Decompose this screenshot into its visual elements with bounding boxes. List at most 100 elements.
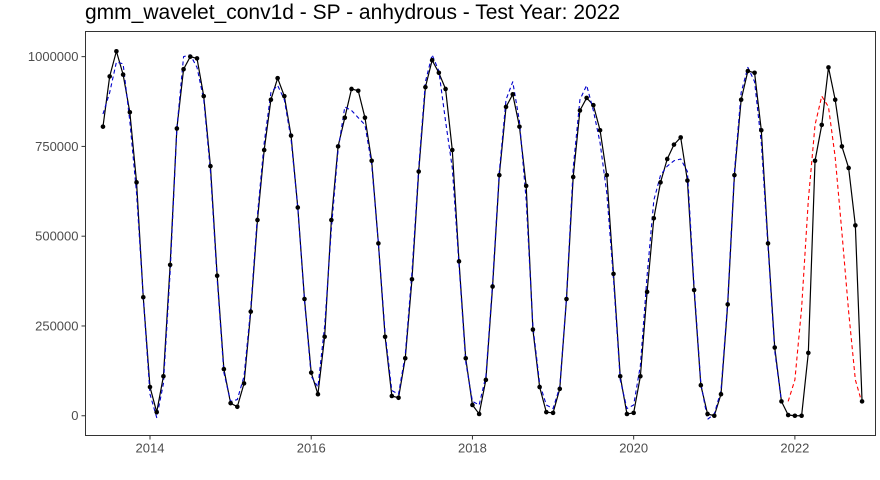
y-tick-label: 500000	[35, 229, 78, 244]
data-point	[355, 88, 361, 94]
data-point	[812, 158, 818, 164]
data-point	[134, 180, 139, 185]
data-point	[335, 144, 341, 149]
data-point	[235, 404, 240, 410]
data-point	[490, 284, 495, 289]
data-point	[564, 296, 569, 302]
data-point	[187, 54, 193, 59]
data-point	[832, 97, 838, 103]
data-point	[537, 384, 542, 390]
data-point	[510, 92, 516, 97]
data-point	[597, 127, 603, 133]
data-point	[255, 217, 260, 223]
data-point	[382, 334, 388, 340]
data-point	[389, 393, 395, 399]
data-point	[785, 412, 791, 418]
x-tick-label: 2018	[458, 441, 487, 456]
x-tick-label: 2014	[136, 441, 165, 456]
data-point	[577, 108, 583, 113]
data-point	[402, 355, 408, 361]
data-point	[745, 68, 751, 74]
data-point	[691, 287, 697, 293]
data-point	[329, 217, 334, 223]
data-point	[208, 163, 213, 169]
data-point	[685, 178, 690, 183]
data-point	[806, 350, 811, 356]
data-point	[476, 411, 482, 417]
data-point	[268, 97, 274, 103]
data-point	[503, 104, 509, 110]
data-point	[765, 241, 771, 246]
data-point	[664, 156, 670, 162]
data-point	[140, 294, 146, 300]
data-point	[147, 384, 153, 390]
data-point	[624, 411, 630, 417]
data-point	[651, 215, 657, 221]
data-point	[758, 127, 764, 133]
data-point	[839, 144, 845, 149]
series-lines	[102, 50, 863, 420]
data-point	[604, 172, 610, 178]
plot-panel	[85, 31, 876, 436]
x-tick-label: 2022	[780, 441, 809, 456]
data-point	[423, 84, 428, 90]
data-point	[497, 172, 502, 178]
data-point	[396, 395, 401, 401]
data-point	[362, 115, 368, 120]
data-point	[752, 70, 757, 76]
data-point	[584, 95, 589, 101]
y-tick-label: 1000000	[28, 49, 79, 64]
data-point	[779, 399, 784, 404]
data-point	[449, 147, 455, 153]
data-point	[416, 169, 421, 174]
data-point	[792, 413, 798, 419]
data-point	[228, 400, 233, 406]
data-point	[261, 147, 267, 153]
data-point	[698, 382, 704, 388]
data-point	[100, 124, 106, 129]
data-point	[678, 135, 683, 140]
data-point	[349, 86, 354, 92]
data-point	[711, 413, 717, 419]
data-point	[846, 165, 851, 171]
data-point	[282, 93, 287, 99]
data-point	[638, 373, 643, 379]
data-point	[718, 391, 724, 397]
data-point	[107, 74, 112, 79]
data-point	[409, 276, 415, 282]
data-point	[611, 271, 616, 277]
data-point	[530, 327, 536, 332]
data-point	[732, 172, 737, 178]
data-point	[315, 391, 321, 397]
y-tick-label: 250000	[35, 318, 78, 333]
data-point	[302, 296, 307, 302]
data-point	[591, 102, 596, 108]
data-point	[517, 124, 522, 129]
data-point	[658, 180, 663, 185]
data-point	[725, 302, 731, 307]
data-point	[194, 56, 200, 61]
data-point	[221, 366, 227, 372]
data-point	[154, 409, 160, 415]
data-point	[443, 86, 448, 92]
data-point	[248, 309, 254, 314]
axes: 0 250000 500000 750000 1000000 2014 2016 2018 20…	[28, 49, 809, 455]
data-point	[470, 402, 475, 408]
data-point	[429, 57, 435, 63]
y-tick-label: 750000	[35, 139, 78, 154]
data-point	[671, 142, 677, 147]
data-point	[214, 273, 220, 278]
data-point	[826, 65, 831, 70]
data-point	[376, 241, 381, 246]
data-point	[738, 97, 744, 103]
data-point	[181, 66, 186, 72]
data-point	[523, 183, 529, 189]
data-point	[456, 259, 462, 264]
x-tick-label: 2016	[297, 441, 326, 456]
data-point	[342, 115, 348, 120]
data-point	[161, 373, 166, 379]
data-point	[819, 122, 825, 128]
data-point	[436, 70, 442, 76]
